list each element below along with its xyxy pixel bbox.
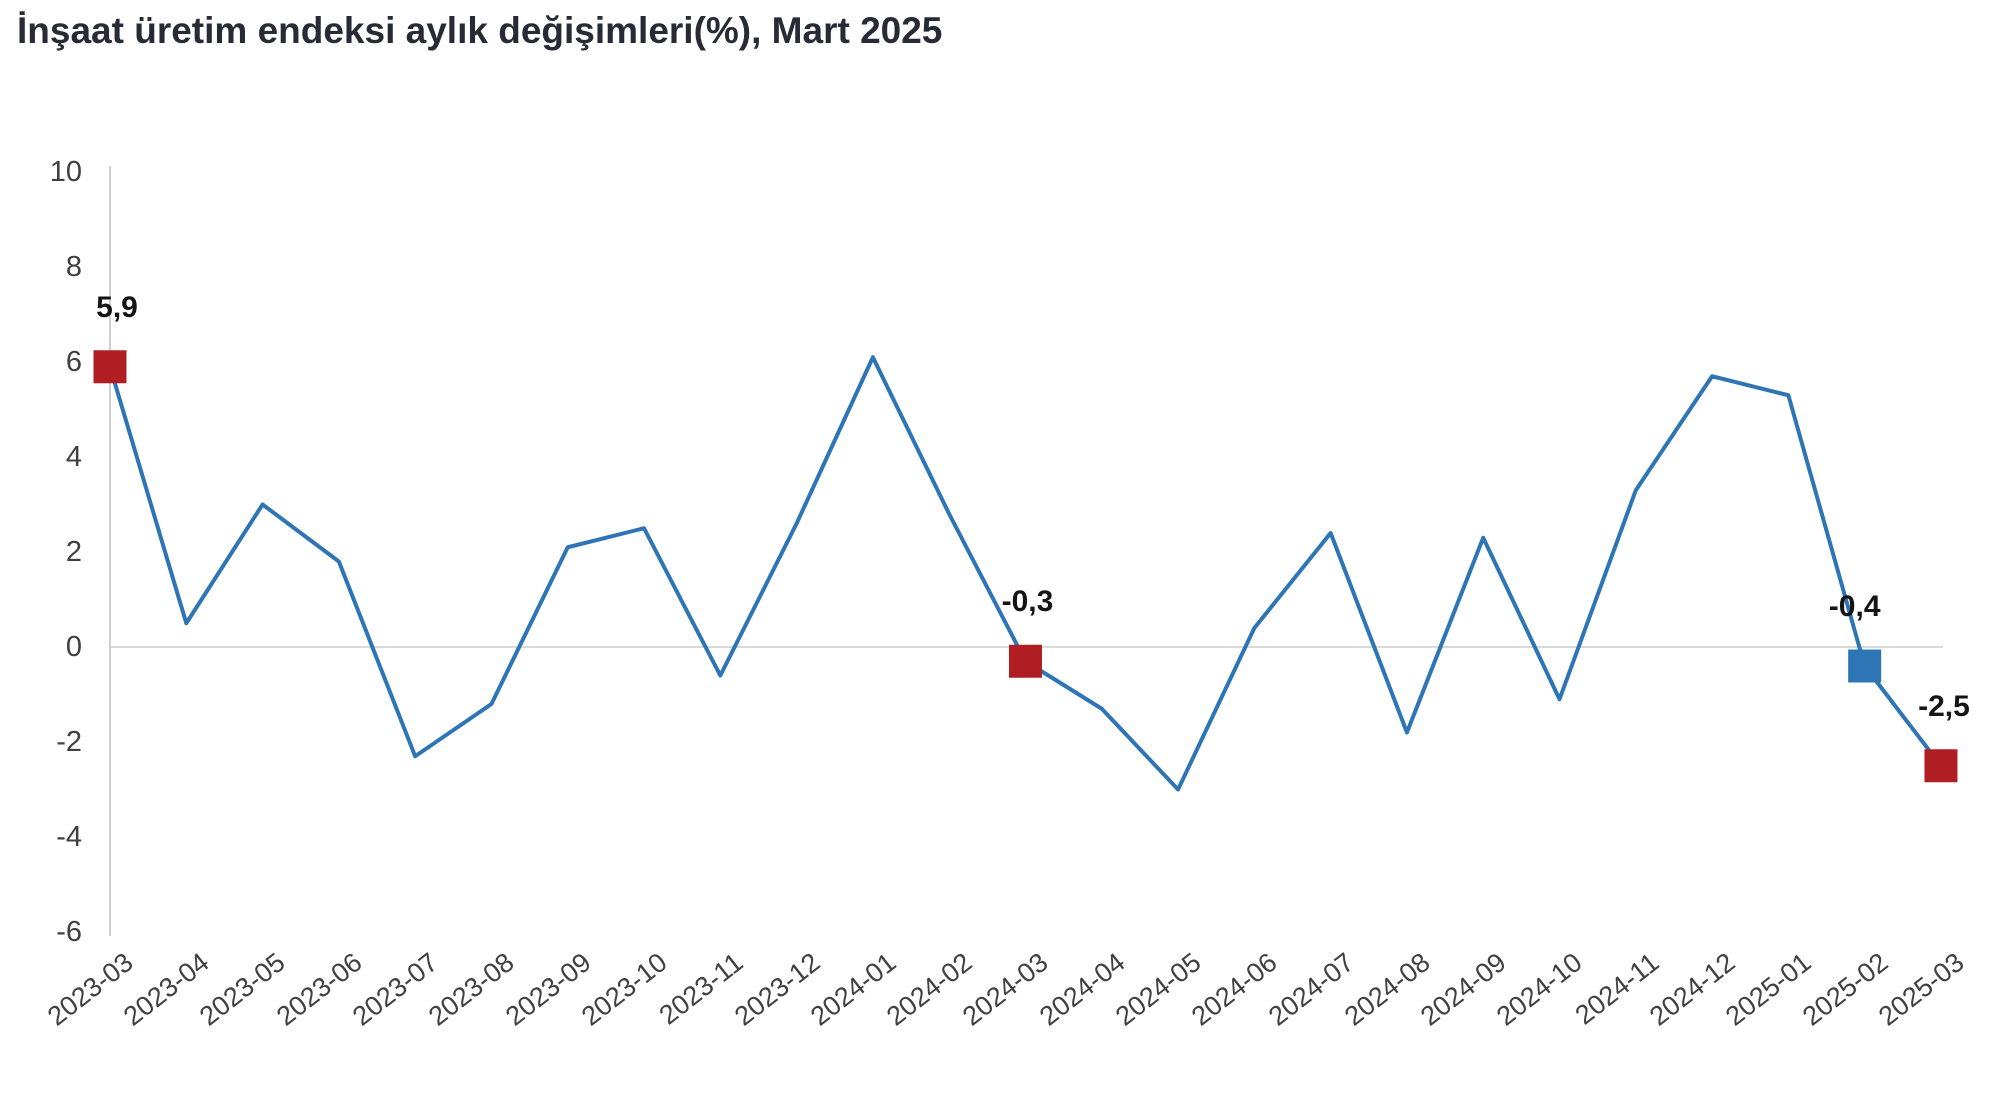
data-point-marker-2023-03 [93,350,127,384]
data-point-label-2025-02: -0,4 [1828,590,1881,623]
y-axis-tick-label: 6 [65,346,82,378]
chart-title: İnşaat üretim endeksi aylık değişimleri(… [17,10,943,51]
y-axis-tick-label: 10 [49,156,82,188]
data-point-marker-2024-03 [1008,644,1042,678]
y-axis-tick-label: 2 [65,536,82,568]
series-line [108,355,1943,792]
y-axis-tick-label: 0 [65,631,82,663]
y-axis-tick-label: -4 [56,821,82,853]
data-point-marker-2025-03 [1924,749,1958,783]
y-axis-tick-label: 8 [65,251,82,283]
data-point-label-2023-03: 5,9 [96,290,138,324]
data-point-label-2025-03: -2,5 [1918,689,1970,723]
data-point-marker-2025-02 [1848,649,1882,683]
y-axis-tick-label: -6 [56,916,82,948]
y-axis-tick-label: 4 [65,441,82,473]
y-axis-tick-label: -2 [56,726,82,758]
data-point-label-2024-03: -0,3 [1001,585,1054,619]
